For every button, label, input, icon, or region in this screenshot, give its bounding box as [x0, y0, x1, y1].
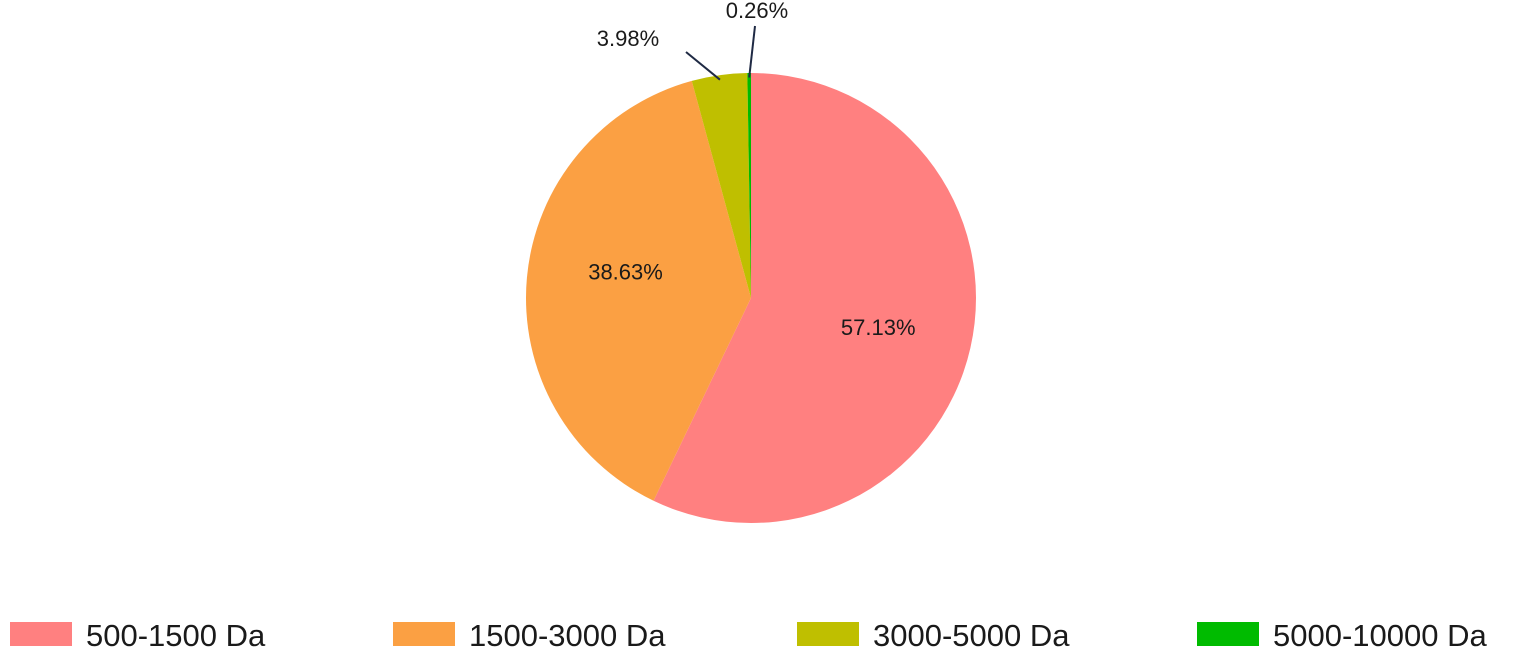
slice-label-1500-3000-da: 38.63% [588, 260, 663, 285]
legend-item-1500-3000-da: 1500-3000 Da [393, 618, 666, 653]
slice-label-500-1500-da: 57.13% [841, 315, 916, 340]
slice-label-3000-5000-da: 3.98% [597, 26, 659, 51]
leader-line-5000-10000-da [748, 25, 756, 78]
legend-label-5000-10000-da: 5000-10000 Da [1273, 618, 1487, 653]
legend-item-5000-10000-da: 5000-10000 Da [1197, 618, 1487, 653]
legend: 500-1500 Da 1500-3000 Da 3000-5000 Da 5000-… [10, 618, 1487, 653]
legend-swatch-3000-5000-da [797, 622, 859, 646]
legend-label-3000-5000-da: 3000-5000 Da [873, 618, 1070, 653]
leader-lines [685, 25, 756, 81]
slice-label-5000-10000-da: 0.26% [726, 0, 788, 23]
slice-labels: 57.13% 38.63% 3.98% 0.26% [588, 0, 915, 340]
slice-1500-3000-da [525, 80, 751, 501]
legend-label-500-1500-da: 500-1500 Da [86, 618, 266, 653]
legend-item-3000-5000-da: 3000-5000 Da [797, 618, 1070, 653]
slice-3000-5000-da [691, 73, 751, 298]
leader-line-3000-5000-da [685, 51, 721, 81]
legend-item-500-1500-da: 500-1500 Da [10, 618, 266, 653]
legend-swatch-500-1500-da [10, 622, 72, 646]
legend-swatch-5000-10000-da [1197, 622, 1259, 646]
slice-5000-10000-da [747, 73, 751, 298]
legend-label-1500-3000-da: 1500-3000 Da [469, 618, 666, 653]
slice-500-1500-da [653, 73, 977, 523]
pie-slices [525, 73, 977, 523]
legend-swatch-1500-3000-da [393, 622, 455, 646]
